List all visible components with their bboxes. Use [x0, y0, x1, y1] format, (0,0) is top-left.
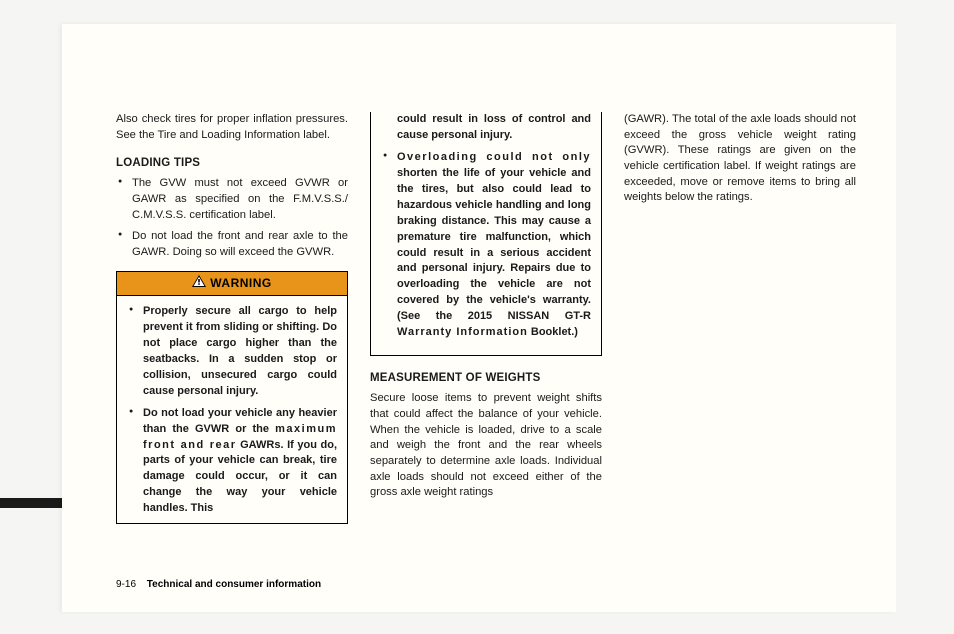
- warning-body: Properly secure all cargo to help preven…: [117, 296, 347, 517]
- warning-item: Properly secure all cargo to help preven…: [127, 304, 337, 400]
- loading-tips-heading: LOADING TIPS: [116, 155, 348, 171]
- loading-tips-list: The GVW must not exceed GVWR or GAWR as …: [116, 176, 348, 260]
- page-footer: 9-16 Technical and consumer information: [116, 579, 321, 590]
- column-1: Also check tires for proper inflation pr…: [116, 112, 348, 572]
- warning-continuation: could result in loss of control and caus…: [381, 112, 591, 144]
- warning-box-continued: could result in loss of control and caus…: [370, 112, 602, 356]
- list-item: Do not load the front and rear axle to t…: [116, 229, 348, 260]
- column-3: (GAWR). The total of the axle loads shou…: [624, 112, 856, 572]
- text-columns: Also check tires for proper inflation pr…: [116, 112, 856, 572]
- measurement-paragraph: Secure loose items to prevent weight shi…: [370, 391, 602, 501]
- measurement-heading: MEASUREMENT OF WEIGHTS: [370, 370, 602, 386]
- warning-header: WARNING: [117, 272, 347, 296]
- warning-item: Do not load your vehicle any heavier tha…: [127, 406, 337, 518]
- binding-mark: [0, 498, 62, 508]
- column-2: could result in loss of control and caus…: [370, 112, 602, 572]
- warning-item: Overloading could not only shorten the l…: [381, 150, 591, 341]
- page-number: 9-16: [116, 579, 136, 590]
- warning-box: WARNING Properly secure all cargo to hel…: [116, 271, 348, 524]
- section-title: Technical and consumer information: [147, 579, 321, 590]
- gawr-paragraph: (GAWR). The total of the axle loads shou…: [624, 112, 856, 206]
- warning-icon: [192, 275, 206, 292]
- warning-label: WARNING: [210, 276, 272, 290]
- list-item: The GVW must not exceed GVWR or GAWR as …: [116, 176, 348, 223]
- manual-page: Also check tires for proper inflation pr…: [62, 24, 896, 612]
- intro-paragraph: Also check tires for proper inflation pr…: [116, 112, 348, 143]
